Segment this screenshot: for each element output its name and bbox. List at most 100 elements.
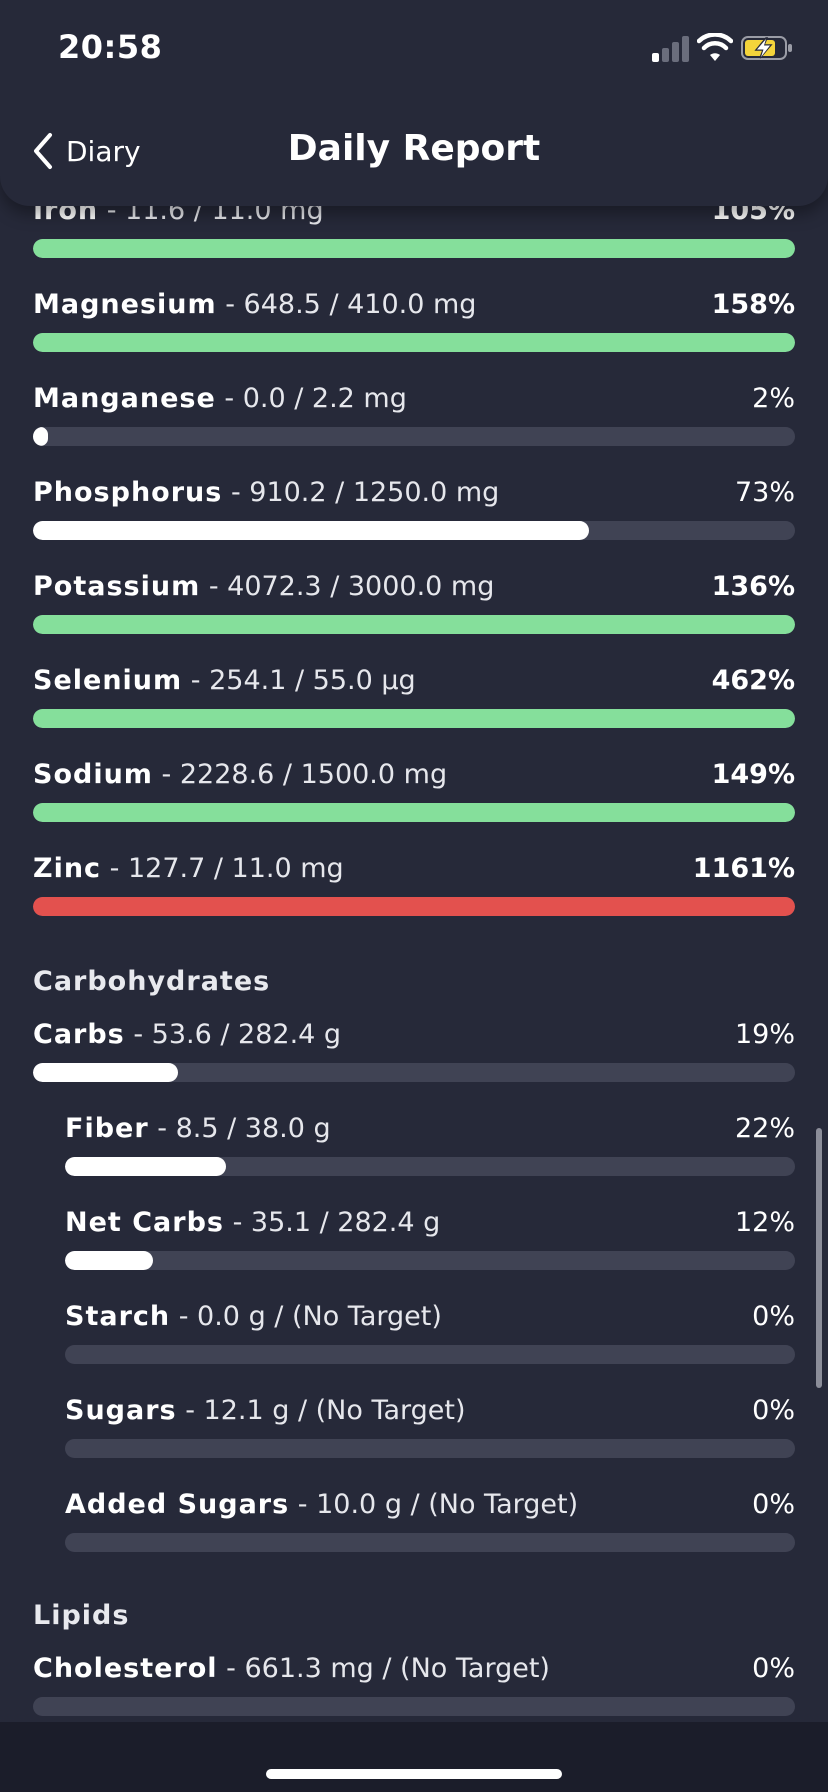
progress-track bbox=[33, 615, 795, 634]
progress-track bbox=[33, 239, 795, 258]
chevron-left-icon bbox=[34, 133, 52, 169]
progress-fill bbox=[33, 521, 590, 540]
battery-charging-icon bbox=[741, 36, 792, 60]
nutrient-row-selenium[interactable]: Selenium - 254.1 / 55.0 µg 462% bbox=[33, 665, 795, 729]
nutrient-percent: 0% bbox=[752, 1395, 795, 1426]
progress-track bbox=[33, 709, 795, 728]
progress-track bbox=[65, 1439, 795, 1458]
progress-fill bbox=[33, 897, 795, 916]
nutrient-amount: - 8.5 / 38.0 g bbox=[157, 1113, 331, 1144]
nutrient-label-line: Magnesium - 648.5 / 410.0 mg 158% bbox=[33, 289, 795, 325]
nutrient-label-line: Cholesterol - 661.3 mg / (No Target) 0% bbox=[33, 1653, 795, 1689]
nutrient-row-fiber[interactable]: Fiber - 8.5 / 38.0 g 22% bbox=[65, 1113, 795, 1177]
section-heading: Lipids bbox=[33, 1600, 130, 1631]
nutrient-percent: 12% bbox=[734, 1207, 795, 1238]
progress-track bbox=[33, 1063, 795, 1082]
nutrient-row-sugars[interactable]: Sugars - 12.1 g / (No Target) 0% bbox=[65, 1395, 795, 1459]
nutrient-amount: - 4072.3 / 3000.0 mg bbox=[208, 571, 495, 602]
nutrient-name: Sugars bbox=[65, 1395, 177, 1426]
nutrient-label-line: Sugars - 12.1 g / (No Target) 0% bbox=[65, 1395, 795, 1431]
progress-track bbox=[65, 1533, 795, 1552]
nutrient-label-line: Carbs - 53.6 / 282.4 g 19% bbox=[33, 1019, 795, 1055]
progress-fill bbox=[33, 333, 795, 352]
progress-fill bbox=[33, 239, 795, 258]
nutrient-amount: - 2228.6 / 1500.0 mg bbox=[161, 759, 448, 790]
progress-track bbox=[65, 1345, 795, 1364]
nutrient-amount: - 910.2 / 1250.0 mg bbox=[230, 477, 500, 508]
wifi-icon bbox=[697, 33, 733, 61]
back-button[interactable]: Diary bbox=[30, 126, 141, 176]
nutrient-row-potassium[interactable]: Potassium - 4072.3 / 3000.0 mg 136% bbox=[33, 571, 795, 635]
nutrient-amount: - 0.0 g / (No Target) bbox=[178, 1301, 442, 1332]
nutrient-amount: - 127.7 / 11.0 mg bbox=[109, 853, 344, 884]
nutrient-amount: - 661.3 mg / (No Target) bbox=[226, 1653, 550, 1684]
nutrient-label-line: Manganese - 0.0 / 2.2 mg 2% bbox=[33, 383, 795, 419]
progress-track bbox=[33, 333, 795, 352]
nutrient-row-zinc[interactable]: Zinc - 127.7 / 11.0 mg 1161% bbox=[33, 853, 795, 917]
nutrient-name: Potassium bbox=[33, 571, 201, 602]
nutrient-percent: 0% bbox=[752, 1301, 795, 1332]
progress-track bbox=[33, 427, 795, 446]
nutrient-row-cholesterol[interactable]: Cholesterol - 661.3 mg / (No Target) 0% bbox=[33, 1653, 795, 1717]
nutrient-percent: 136% bbox=[711, 571, 795, 602]
progress-track bbox=[33, 1697, 795, 1716]
cellular-signal-icon bbox=[652, 34, 690, 62]
nutrient-percent: 19% bbox=[734, 1019, 795, 1050]
home-indicator[interactable] bbox=[266, 1769, 562, 1779]
nutrient-percent: 2% bbox=[752, 383, 795, 414]
progress-track bbox=[33, 803, 795, 822]
nutrient-percent: 149% bbox=[711, 759, 795, 790]
nav-header: 20:58 Diary Daily Report bbox=[0, 0, 828, 206]
nutrient-percent: 0% bbox=[752, 1653, 795, 1684]
nutrient-percent: 462% bbox=[711, 665, 795, 696]
nutrient-name: Phosphorus bbox=[33, 477, 223, 508]
nutrient-label-line: Added Sugars - 10.0 g / (No Target) 0% bbox=[65, 1489, 795, 1525]
nutrient-amount: - 53.6 / 282.4 g bbox=[133, 1019, 342, 1050]
nutrient-row-net-carbs[interactable]: Net Carbs - 35.1 / 282.4 g 12% bbox=[65, 1207, 795, 1271]
nutrient-label-line: Potassium - 4072.3 / 3000.0 mg 136% bbox=[33, 571, 795, 607]
nutrient-name: Selenium bbox=[33, 665, 183, 696]
nutrient-name: Net Carbs bbox=[65, 1207, 224, 1238]
page-title: Daily Report bbox=[287, 128, 541, 169]
nutrient-percent: 158% bbox=[711, 289, 795, 320]
nutrient-name: Zinc bbox=[33, 853, 102, 884]
nutrient-name: Carbs bbox=[33, 1019, 125, 1050]
nutrient-row-starch[interactable]: Starch - 0.0 g / (No Target) 0% bbox=[65, 1301, 795, 1365]
nutrient-row-carbs[interactable]: Carbs - 53.6 / 282.4 g 19% bbox=[33, 1019, 795, 1083]
progress-fill bbox=[65, 1251, 153, 1270]
nutrient-label-line: Selenium - 254.1 / 55.0 µg 462% bbox=[33, 665, 795, 701]
nutrient-row-phosphorus[interactable]: Phosphorus - 910.2 / 1250.0 mg 73% bbox=[33, 477, 795, 541]
progress-fill bbox=[33, 709, 795, 728]
nutrient-name: Fiber bbox=[65, 1113, 149, 1144]
nutrient-label-line: Phosphorus - 910.2 / 1250.0 mg 73% bbox=[33, 477, 795, 513]
nutrient-row-sodium[interactable]: Sodium - 2228.6 / 1500.0 mg 149% bbox=[33, 759, 795, 823]
progress-fill bbox=[33, 615, 795, 634]
nutrient-row-magnesium[interactable]: Magnesium - 648.5 / 410.0 mg 158% bbox=[33, 289, 795, 353]
nutrient-row-manganese[interactable]: Manganese - 0.0 / 2.2 mg 2% bbox=[33, 383, 795, 447]
progress-fill bbox=[65, 1157, 226, 1176]
report-scroll-area[interactable]: Iron - 11.6 / 11.0 mg 105% Magnesium - 648… bbox=[0, 0, 828, 1722]
nutrient-label-line: Zinc - 127.7 / 11.0 mg 1161% bbox=[33, 853, 795, 889]
nutrient-name: Added Sugars bbox=[65, 1489, 290, 1520]
progress-fill bbox=[33, 1063, 178, 1082]
scrollbar[interactable] bbox=[816, 1128, 822, 1388]
status-time: 20:58 bbox=[58, 28, 163, 66]
nutrient-row-added-sugars[interactable]: Added Sugars - 10.0 g / (No Target) 0% bbox=[65, 1489, 795, 1553]
nutrient-amount: - 648.5 / 410.0 mg bbox=[225, 289, 477, 320]
nutrient-name: Manganese bbox=[33, 383, 216, 414]
nutrient-name: Magnesium bbox=[33, 289, 217, 320]
progress-track bbox=[33, 521, 795, 540]
nutrient-name: Cholesterol bbox=[33, 1653, 218, 1684]
nutrient-amount: - 35.1 / 282.4 g bbox=[232, 1207, 441, 1238]
nutrient-percent: 0% bbox=[752, 1489, 795, 1520]
nutrient-amount: - 12.1 g / (No Target) bbox=[185, 1395, 466, 1426]
section-heading: Carbohydrates bbox=[33, 966, 271, 997]
nutrient-amount: - 10.0 g / (No Target) bbox=[297, 1489, 579, 1520]
progress-track bbox=[65, 1251, 795, 1270]
nutrient-amount: - 254.1 / 55.0 µg bbox=[190, 665, 416, 696]
nutrient-percent: 73% bbox=[734, 477, 795, 508]
nutrient-amount: - 0.0 / 2.2 mg bbox=[224, 383, 407, 414]
nutrient-percent: 22% bbox=[734, 1113, 795, 1144]
home-indicator-area bbox=[0, 1722, 828, 1792]
